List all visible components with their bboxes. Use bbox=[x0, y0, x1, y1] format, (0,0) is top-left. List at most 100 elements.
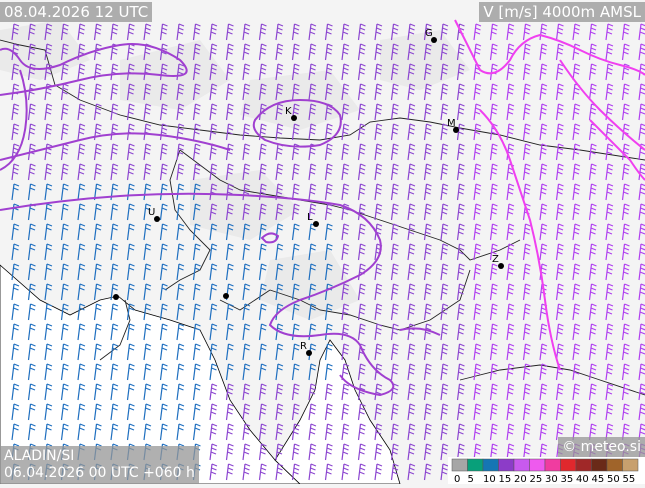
city-marker bbox=[431, 37, 437, 43]
wind-barb bbox=[60, 23, 69, 41]
wind-barb bbox=[110, 203, 119, 221]
wind-barb bbox=[159, 183, 168, 201]
wind-barb bbox=[209, 43, 218, 61]
wind-barb bbox=[159, 363, 168, 381]
wind-barb bbox=[225, 183, 234, 201]
wind-barb bbox=[209, 83, 218, 101]
wind-barb bbox=[44, 163, 53, 181]
wind-barb bbox=[258, 463, 267, 481]
wind-barb bbox=[11, 303, 20, 321]
legend-value: 5 bbox=[468, 474, 474, 484]
contour-30-e2 bbox=[589, 119, 645, 181]
wind-barb bbox=[473, 323, 482, 341]
wind-barb bbox=[456, 143, 465, 161]
wind-barb bbox=[522, 403, 531, 421]
wind-barb bbox=[60, 183, 69, 201]
wind-barb bbox=[621, 63, 630, 81]
wind-barb bbox=[110, 383, 119, 401]
wind-barb bbox=[27, 263, 36, 281]
wind-barb bbox=[473, 423, 482, 441]
wind-barb bbox=[11, 23, 20, 41]
wind-barb bbox=[539, 283, 548, 301]
wind-barb bbox=[341, 283, 350, 301]
wind-barb bbox=[60, 163, 69, 181]
legend-value: 40 bbox=[576, 474, 589, 484]
city-marker bbox=[453, 127, 459, 133]
wind-barb bbox=[242, 363, 251, 381]
wind-barb bbox=[588, 163, 597, 181]
wind-barb bbox=[588, 243, 597, 261]
wind-barb bbox=[638, 323, 645, 341]
wind-barb bbox=[456, 383, 465, 401]
wind-barb bbox=[555, 403, 564, 421]
wind-barb bbox=[60, 363, 69, 381]
wind-barb bbox=[621, 383, 630, 401]
wind-barb bbox=[539, 363, 548, 381]
wind-barb bbox=[390, 243, 399, 261]
wind-barb bbox=[440, 423, 449, 441]
wind-barb bbox=[242, 323, 251, 341]
wind-barb bbox=[77, 23, 86, 41]
wind-barb bbox=[291, 303, 300, 321]
wind-barb bbox=[489, 203, 498, 221]
wind-barb bbox=[192, 23, 201, 41]
wind-barb bbox=[60, 283, 69, 301]
wind-barb bbox=[456, 103, 465, 121]
wind-barb bbox=[357, 403, 366, 421]
wind-barb bbox=[11, 63, 20, 81]
wind-barb bbox=[126, 343, 135, 361]
wind-barb bbox=[440, 463, 449, 481]
wind-barb bbox=[60, 243, 69, 261]
wind-barb bbox=[489, 163, 498, 181]
wind-barb bbox=[60, 323, 69, 341]
wind-barb bbox=[242, 23, 251, 41]
wind-barb bbox=[176, 23, 185, 41]
wind-barb bbox=[60, 123, 69, 141]
wind-barb bbox=[473, 343, 482, 361]
wind-barb bbox=[308, 123, 317, 141]
wind-barb bbox=[77, 403, 86, 421]
wind-barb bbox=[77, 163, 86, 181]
wind-barb bbox=[242, 443, 251, 461]
wind-barb bbox=[506, 123, 515, 141]
wind-barb bbox=[572, 143, 581, 161]
wind-barb bbox=[489, 383, 498, 401]
cities: G K M U L Z R bbox=[113, 28, 504, 356]
wind-barb bbox=[77, 303, 86, 321]
wind-barb bbox=[176, 63, 185, 81]
wind-barb bbox=[93, 363, 102, 381]
wind-barb bbox=[407, 143, 416, 161]
wind-barb bbox=[192, 323, 201, 341]
wind-barb bbox=[110, 283, 119, 301]
wind-barb bbox=[621, 243, 630, 261]
wind-barb bbox=[423, 403, 432, 421]
wind-barb bbox=[440, 303, 449, 321]
wind-barb bbox=[357, 223, 366, 241]
wind-barb bbox=[225, 423, 234, 441]
wind-barb bbox=[143, 123, 152, 141]
wind-barb bbox=[374, 43, 383, 61]
wind-barb bbox=[473, 183, 482, 201]
wind-barb bbox=[209, 223, 218, 241]
wind-barb bbox=[110, 343, 119, 361]
wind-barb bbox=[242, 203, 251, 221]
wind-barb bbox=[60, 83, 69, 101]
wind-barb bbox=[621, 423, 630, 441]
wind-barb bbox=[308, 203, 317, 221]
wind-barb bbox=[143, 83, 152, 101]
wind-barb bbox=[341, 403, 350, 421]
wind-barb bbox=[324, 403, 333, 421]
wind-barb bbox=[456, 283, 465, 301]
wind-barb bbox=[473, 443, 482, 461]
wind-barb bbox=[473, 383, 482, 401]
wind-barb bbox=[27, 403, 36, 421]
wind-barb bbox=[539, 423, 548, 441]
wind-barb bbox=[539, 303, 548, 321]
wind-barb bbox=[324, 323, 333, 341]
legend-value: 35 bbox=[561, 474, 574, 484]
wind-barb bbox=[291, 403, 300, 421]
legend-swatch bbox=[467, 458, 484, 472]
wind-barb bbox=[407, 323, 416, 341]
wind-barb bbox=[489, 283, 498, 301]
wind-barb bbox=[225, 263, 234, 281]
